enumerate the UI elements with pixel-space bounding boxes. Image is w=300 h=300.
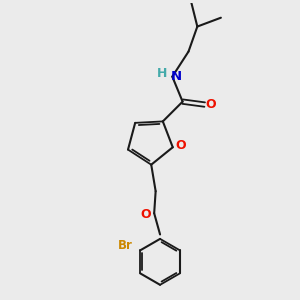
- Text: Br: Br: [117, 239, 132, 253]
- Text: N: N: [170, 70, 182, 83]
- Text: O: O: [141, 208, 151, 221]
- Text: O: O: [206, 98, 217, 111]
- Text: O: O: [176, 139, 186, 152]
- Text: H: H: [157, 67, 167, 80]
